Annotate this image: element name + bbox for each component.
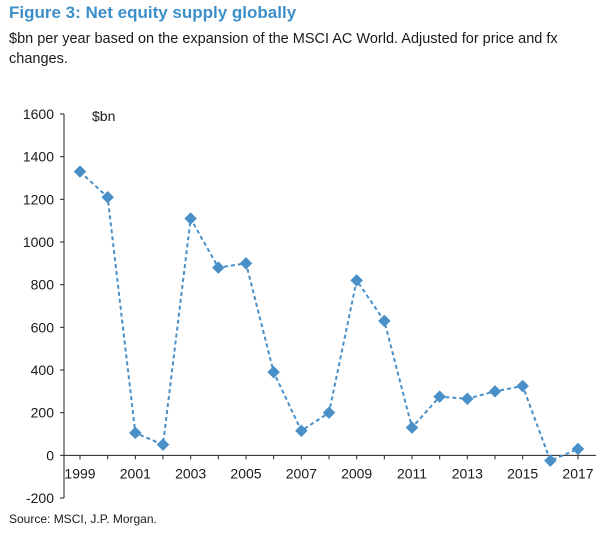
data-point-2013 [460,392,474,406]
y-tick-label: 600 [31,319,55,335]
data-point-2001 [128,426,142,440]
chart-source: Source: MSCI, J.P. Morgan. [9,512,157,526]
data-point-1999 [73,165,87,178]
data-point-2000 [101,190,115,204]
x-tick-label: 2005 [230,465,261,481]
y-tick-label: 1000 [23,234,54,250]
data-point-2012 [433,390,447,404]
x-tick-label: 2009 [341,465,372,481]
data-point-2005 [239,256,253,270]
data-markers [73,165,585,468]
data-point-2006 [267,365,281,379]
y-tick-label: 0 [46,447,54,463]
y-tick-label: -200 [26,490,54,506]
data-point-2015 [516,379,530,393]
data-point-2011 [405,421,419,434]
chart-subtitle: $bn per year based on the expansion of t… [9,31,558,67]
y-tick-label: 1600 [23,106,54,122]
data-point-2003 [184,212,198,225]
y-tick-label: 1200 [23,191,54,207]
data-point-2004 [211,261,225,274]
y-unit-label: $bn [92,108,115,124]
y-tick-label: 800 [31,277,55,293]
x-tick-label: 2003 [175,465,206,481]
y-tick-label: 1400 [23,149,54,165]
x-tick-label: 2015 [507,465,538,481]
x-tick-label: 1999 [64,465,95,481]
x-tick-label: 2001 [120,465,151,481]
data-point-2009 [350,274,364,287]
data-point-2010 [377,314,391,328]
data-point-2007 [294,424,308,438]
chart-axes: -200 0 200 400 600 800 1000 1200 1400 1600 $bn 1999… [23,106,596,506]
data-point-2017 [571,442,585,456]
data-point-2014 [488,384,502,398]
x-tick-label: 2013 [452,465,483,481]
data-point-2016 [543,454,557,468]
y-tick-label: 400 [31,362,55,378]
x-tick-label: 2007 [286,465,317,481]
y-tick-label: 200 [31,405,55,421]
chart-title: Figure 3: Net equity supply globally [9,3,297,22]
x-tick-label: 2011 [397,465,427,481]
data-point-2002 [156,438,170,452]
data-point-2008 [322,406,336,420]
x-tick-label: 2017 [562,465,593,481]
